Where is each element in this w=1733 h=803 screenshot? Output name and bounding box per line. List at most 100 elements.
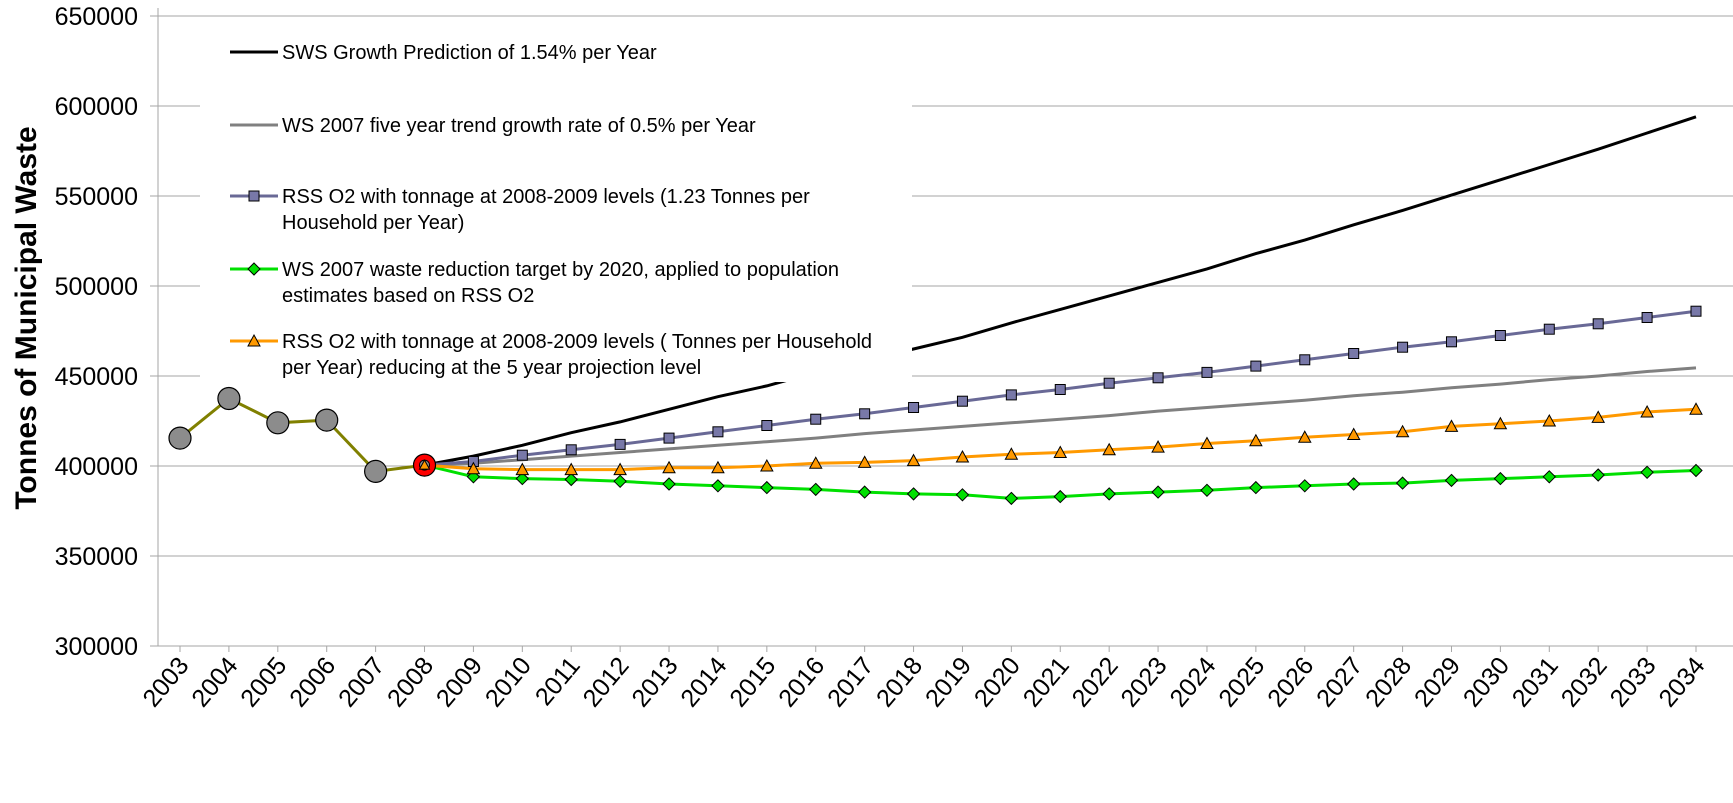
data-point — [365, 460, 387, 482]
data-point — [1543, 471, 1555, 483]
data-point — [811, 414, 821, 424]
historical-line — [180, 399, 425, 472]
data-point — [664, 433, 674, 443]
x-tick-label: 2025 — [1213, 652, 1270, 713]
data-point — [1104, 378, 1114, 388]
y-tick-label: 450000 — [55, 363, 138, 391]
data-point — [169, 427, 191, 449]
x-tick-label: 2034 — [1653, 652, 1710, 713]
x-tick-label: 2027 — [1311, 652, 1368, 713]
x-tick-label: 2013 — [626, 652, 683, 713]
data-point — [1446, 337, 1456, 347]
data-point — [761, 482, 773, 494]
x-tick-label: 2014 — [675, 652, 732, 713]
data-point — [1593, 319, 1603, 329]
data-point — [615, 439, 625, 449]
data-point — [712, 480, 724, 492]
x-tick-label: 2026 — [1262, 652, 1319, 713]
data-point — [1299, 480, 1311, 492]
x-tick-label: 2009 — [431, 652, 488, 713]
x-tick-label: 2008 — [382, 652, 439, 713]
data-point — [909, 403, 919, 413]
y-tick-label: 400000 — [55, 453, 138, 481]
x-tick-label: 2015 — [724, 652, 781, 713]
data-point — [859, 486, 871, 498]
data-point — [1494, 473, 1506, 485]
data-point — [517, 450, 527, 460]
data-point — [1201, 484, 1213, 496]
data-point — [1250, 482, 1262, 494]
data-point — [1691, 306, 1701, 316]
x-tick-label: 2018 — [871, 652, 928, 713]
data-point — [614, 475, 626, 487]
x-tick-label: 2029 — [1409, 652, 1466, 713]
legend-item[interactable]: SWS Growth Prediction of 1.54% per Year — [230, 42, 657, 64]
data-point — [1445, 474, 1457, 486]
x-tick-label: 2011 — [530, 652, 586, 711]
data-point — [1006, 390, 1016, 400]
data-point — [908, 488, 920, 500]
data-point — [713, 427, 723, 437]
x-tick-label: 2017 — [822, 652, 879, 713]
x-tick-label: 2019 — [920, 652, 977, 713]
legend-item[interactable]: WS 2007 five year trend growth rate of 0… — [230, 115, 756, 137]
x-tick-label: 2030 — [1458, 652, 1515, 713]
data-point — [860, 409, 870, 419]
data-point — [1103, 488, 1115, 500]
data-point — [218, 388, 240, 410]
data-point — [1641, 466, 1653, 478]
data-point — [956, 489, 968, 501]
data-point — [1005, 492, 1017, 504]
data-point — [1202, 367, 1212, 377]
data-point — [1495, 331, 1505, 341]
x-tick-label: 2022 — [1067, 652, 1124, 713]
x-tick-label: 2005 — [235, 652, 292, 713]
x-tick-label: 2031 — [1507, 652, 1564, 713]
y-tick-label: 350000 — [55, 543, 138, 571]
data-point — [1300, 355, 1310, 365]
data-point — [316, 409, 338, 431]
y-tick-label: 650000 — [55, 3, 138, 31]
x-tick-label: 2024 — [1164, 652, 1221, 713]
data-point — [957, 396, 967, 406]
data-point — [267, 412, 289, 434]
x-tick-label: 2006 — [284, 652, 341, 713]
data-point — [1592, 469, 1604, 481]
data-point — [566, 445, 576, 455]
x-tick-label: 2012 — [578, 652, 635, 713]
y-tick-label: 300000 — [55, 633, 138, 661]
x-tick-label: 2023 — [1115, 652, 1172, 713]
data-point — [1054, 491, 1066, 503]
data-point — [1055, 385, 1065, 395]
data-point — [1153, 373, 1163, 383]
legend-label: SWS Growth Prediction of 1.54% per Year — [282, 42, 657, 64]
y-axis-label: Tonnes of Municipal Waste — [10, 126, 43, 509]
legend-label: WS 2007 five year trend growth rate of 0… — [282, 115, 756, 137]
data-point — [249, 191, 259, 201]
data-point — [1544, 324, 1554, 334]
data-point — [1152, 486, 1164, 498]
x-tick-label: 2020 — [969, 652, 1026, 713]
x-tick-label: 2033 — [1604, 652, 1661, 713]
y-tick-label: 600000 — [55, 93, 138, 121]
x-tick-label: 2010 — [480, 652, 537, 713]
x-tick-label: 2003 — [137, 652, 194, 713]
data-point — [1251, 361, 1261, 371]
y-tick-label: 550000 — [55, 183, 138, 211]
x-tick-label: 2032 — [1556, 652, 1613, 713]
data-point — [1397, 477, 1409, 489]
data-point — [810, 483, 822, 495]
x-tick-label: 2004 — [186, 652, 243, 713]
data-point — [663, 478, 675, 490]
x-tick-label: 2028 — [1360, 652, 1417, 713]
data-point — [1398, 342, 1408, 352]
x-tick-label: 2007 — [333, 652, 390, 713]
data-point — [565, 474, 577, 486]
data-point — [1642, 313, 1652, 323]
x-tick-label: 2016 — [773, 652, 830, 713]
data-point — [762, 421, 772, 431]
data-point — [1349, 349, 1359, 359]
y-tick-label: 500000 — [55, 273, 138, 301]
